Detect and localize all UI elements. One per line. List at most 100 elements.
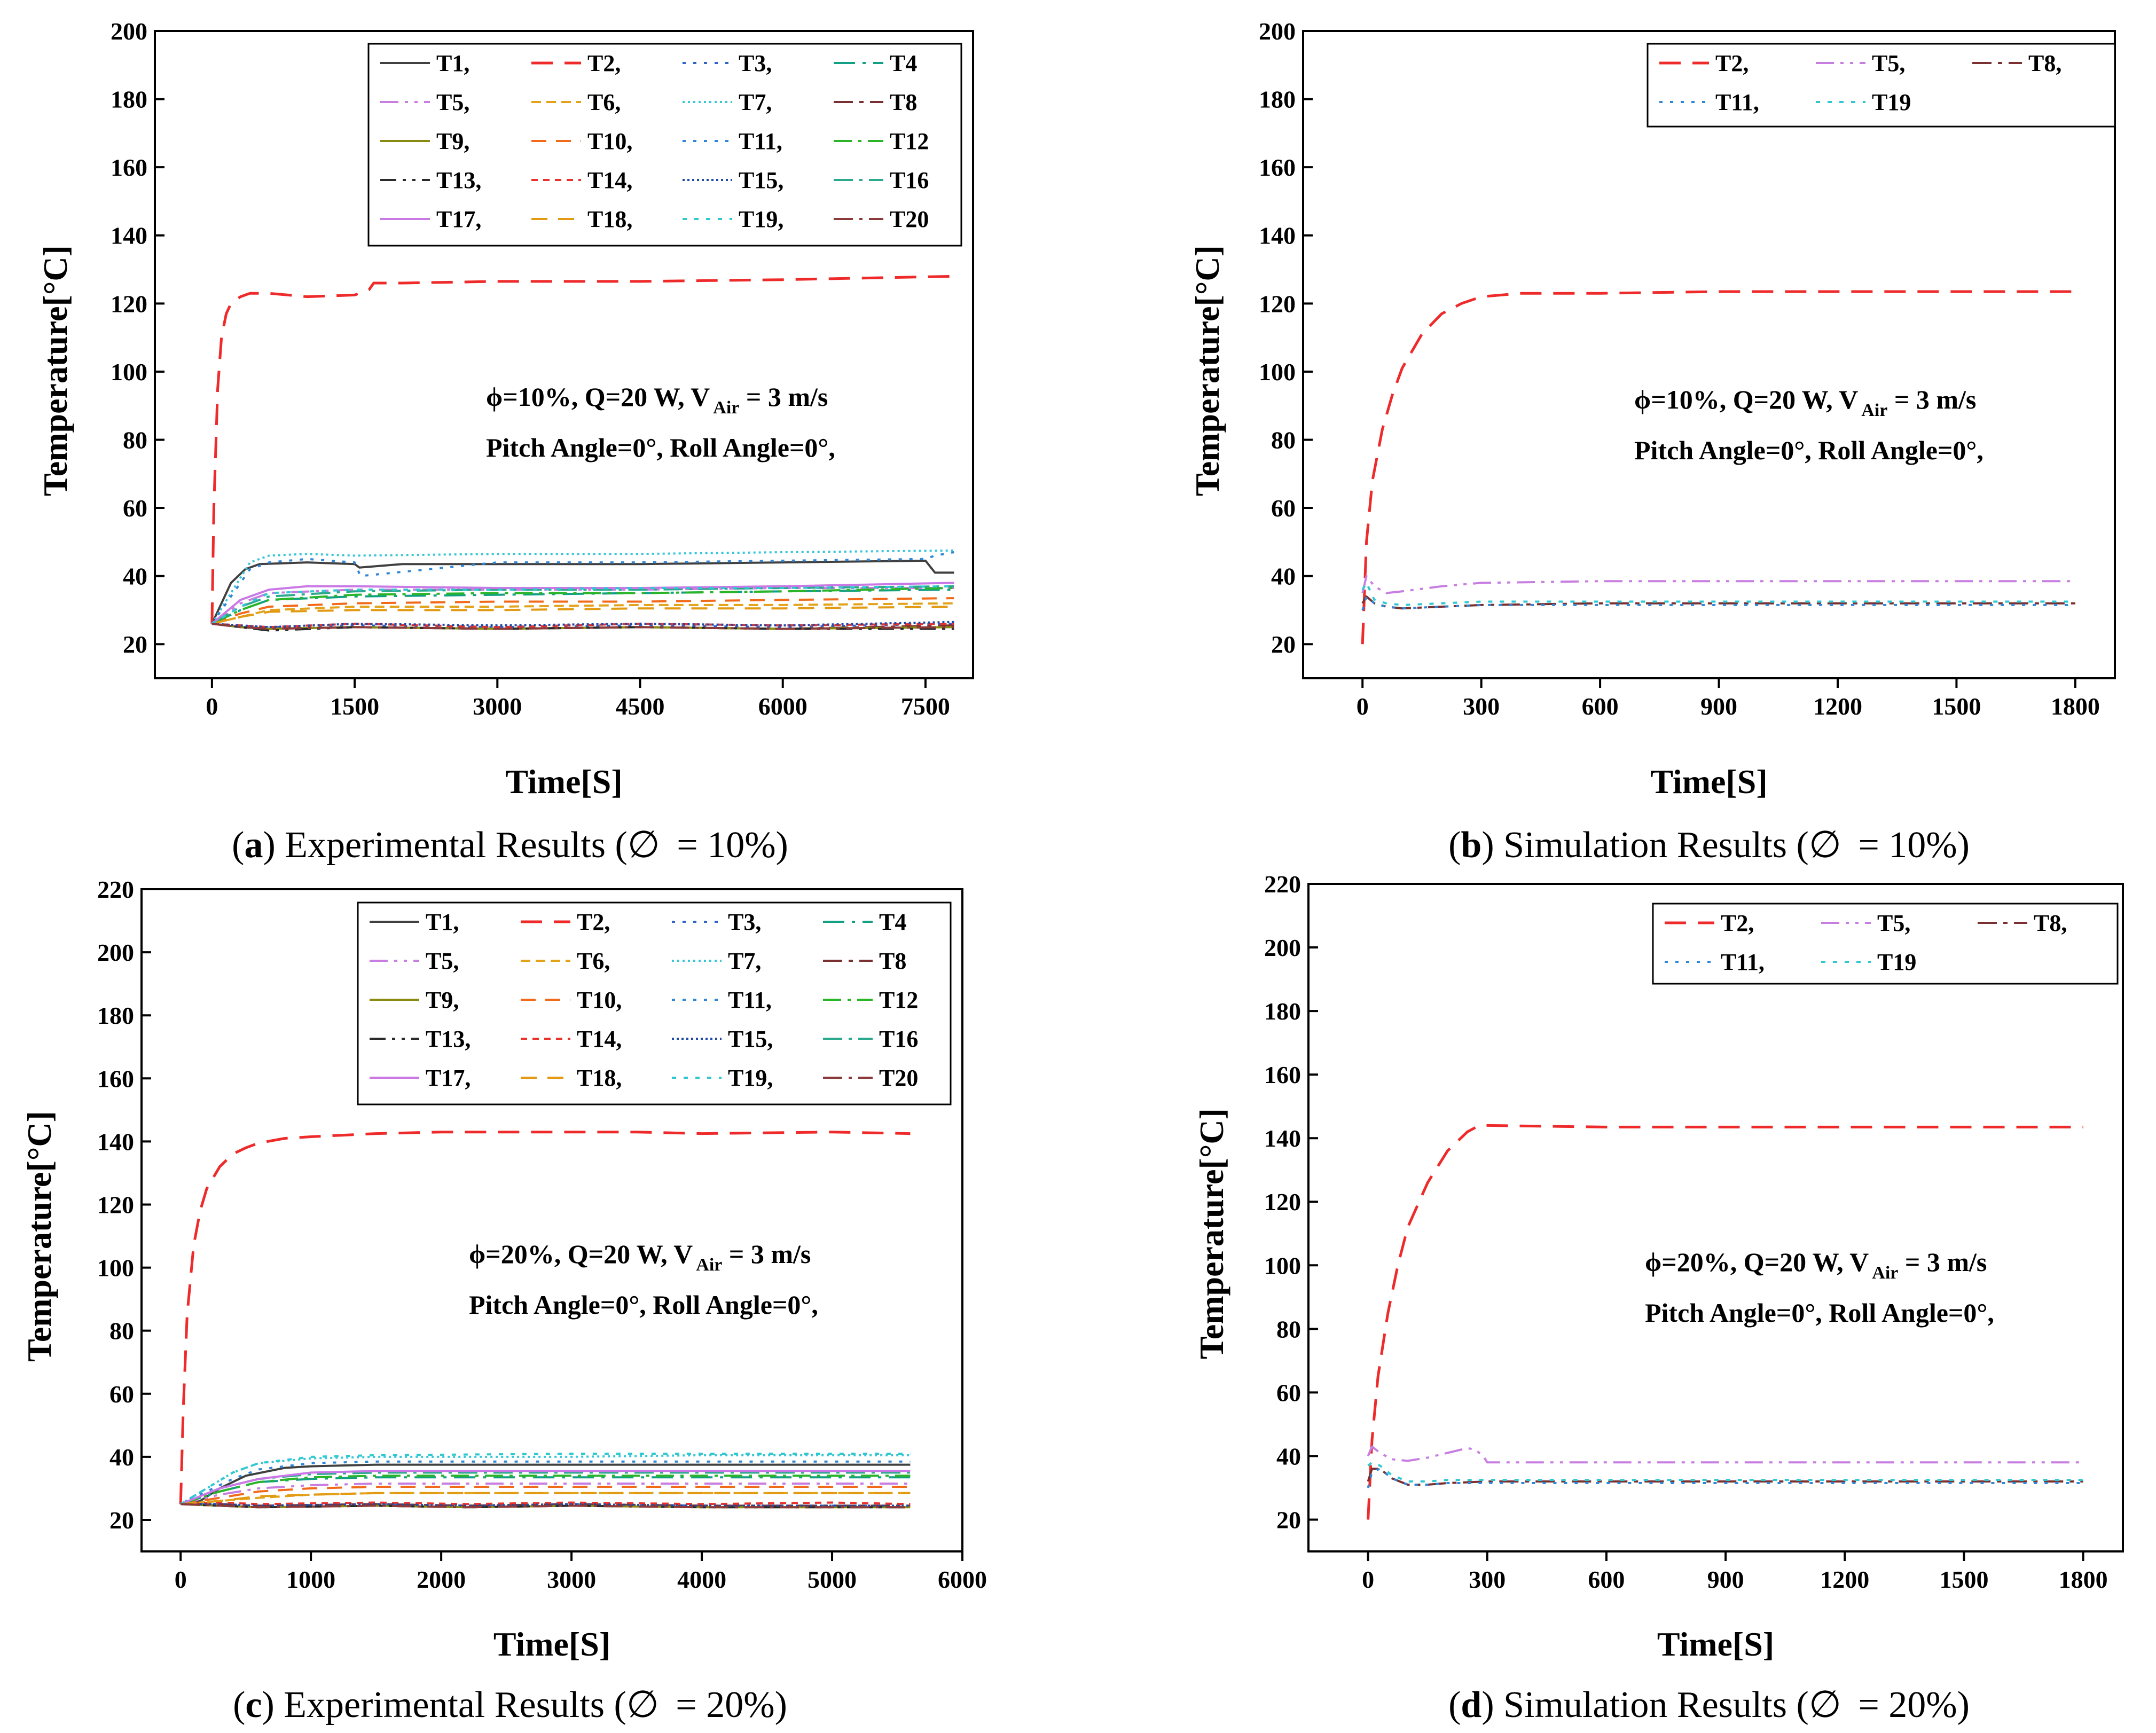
y-tick-label: 180 — [97, 1002, 134, 1029]
series-line-t11 — [1361, 595, 2075, 610]
series-group — [1367, 1124, 2083, 1520]
legend-label-t5: T5, — [426, 948, 459, 974]
panel-caption: (a) Experimental Results (∅ = 10%) — [232, 825, 788, 866]
legend-label-t11: T11, — [1721, 949, 1765, 975]
y-tick-label: 40 — [109, 1444, 134, 1471]
legend-label-t18: T18, — [587, 206, 632, 232]
legend-label-t5: T5, — [1872, 50, 1905, 76]
x-axis-label: Time[S] — [505, 763, 622, 801]
chart-panel-d: 20 40 60 80 100 120 140 160 180 200 220 0 300 600 900 1… — [1193, 871, 2124, 1726]
series-group — [179, 1131, 911, 1509]
y-tick-label: 100 — [1259, 358, 1296, 386]
y-tick-label: 140 — [1264, 1125, 1301, 1152]
legend-label-t8: T8, — [2028, 50, 2061, 76]
x-tick-label: 0 — [206, 693, 218, 720]
series-line-t17 — [211, 582, 954, 625]
series-line-t19 — [1361, 582, 2075, 606]
series-line-t2 — [179, 1131, 911, 1504]
y-tick-label: 20 — [123, 631, 147, 658]
legend-label-t2: T2, — [1715, 50, 1749, 76]
series-line-t20 — [211, 622, 954, 630]
chart-panel-b: 20 40 60 80 100 120 140 160 180 200 0 300 600 900 1200… — [1188, 18, 2116, 866]
x-axis-label: Time[S] — [493, 1625, 610, 1663]
y-tick-label: 20 — [1271, 631, 1296, 658]
legend-label-t5: T5, — [436, 89, 469, 115]
y-tick-label: 180 — [1259, 86, 1296, 113]
legend-label-t6: T6, — [577, 948, 610, 974]
x-tick-label: 4000 — [677, 1566, 726, 1593]
y-tick-label: 180 — [1264, 998, 1301, 1025]
y-tick-label: 20 — [1276, 1506, 1301, 1533]
series-line-t11 — [1367, 1468, 2083, 1488]
series-line-t10 — [180, 1486, 911, 1505]
legend-label-t10: T10, — [587, 128, 632, 154]
legend-label-t2: T2, — [577, 909, 610, 935]
legend-label-t18: T18, — [577, 1065, 622, 1091]
panel-caption: (d) Simulation Results (∅ = 20%) — [1448, 1684, 1970, 1726]
x-tick-label: 2000 — [417, 1566, 466, 1593]
legend-label-t7: T7, — [728, 948, 761, 974]
legend-label-t2: T2, — [587, 50, 621, 76]
series-line-t8 — [181, 1503, 911, 1507]
legend-label-t19: T19 — [1877, 949, 1916, 975]
legend-label-t5: T5, — [1877, 910, 1910, 936]
series-line-t20 — [181, 1503, 911, 1509]
y-tick-label: 100 — [1264, 1252, 1301, 1279]
series-line-t16 — [180, 1471, 911, 1505]
legend-box — [1647, 43, 2116, 128]
series-line-t19 — [1367, 1461, 2083, 1483]
y-tick-label: 120 — [97, 1191, 134, 1218]
series-line-t5 — [1367, 1445, 2083, 1464]
x-tick-label: 1200 — [1820, 1566, 1869, 1593]
y-tick-label: 80 — [1271, 426, 1296, 453]
legend-label-t1: T1, — [426, 909, 459, 935]
legend-label-t9: T9, — [426, 987, 459, 1013]
legend-label-t3: T3, — [728, 909, 761, 935]
series-line-t11 — [211, 551, 954, 625]
legend-box — [357, 901, 952, 1105]
legend-label-t16: T16 — [879, 1026, 918, 1052]
legend-label-t8: T8 — [879, 948, 906, 974]
annotation-angles: Pitch Angle=0°, Roll Angle=0°, — [1634, 435, 1983, 465]
y-tick-label: 60 — [123, 495, 147, 522]
panel-caption: (c) Experimental Results (∅ = 20%) — [233, 1684, 787, 1726]
y-tick-label: 120 — [1259, 290, 1296, 317]
series-line-t18 — [181, 1492, 911, 1505]
y-tick-label: 200 — [111, 18, 147, 45]
legend-label-t14: T14, — [587, 167, 632, 193]
x-tick-label: 300 — [1469, 1566, 1506, 1593]
legend-label-t6: T6, — [587, 89, 621, 115]
plot-frame — [1307, 883, 2124, 1552]
annotation-conditions: ϕ=20%, Q=20 W, V Air = 3 m/s — [469, 1239, 811, 1275]
x-tick-label: 300 — [1463, 693, 1500, 720]
legend-label-t4: T4 — [890, 50, 917, 76]
x-tick-label: 0 — [175, 1566, 187, 1593]
legend-label-t4: T4 — [879, 909, 906, 935]
y-tick-label: 120 — [1264, 1188, 1301, 1216]
y-tick-label: 80 — [123, 426, 147, 453]
y-tick-label: 200 — [1264, 934, 1301, 961]
series-line-t19 — [211, 585, 954, 625]
series-line-t14 — [181, 1501, 911, 1505]
chart-panel-a: 20 40 60 80 100 120 140 160 180 200 0 1500 3000 4500 6… — [36, 18, 974, 866]
legend-label-t1: T1, — [436, 50, 469, 76]
legend-label-t11: T11, — [1715, 89, 1759, 115]
x-tick-label: 0 — [1362, 1566, 1374, 1593]
legend-label-t13: T13, — [436, 167, 481, 193]
legend-label-t9: T9, — [436, 128, 469, 154]
y-tick-label: 140 — [97, 1128, 134, 1155]
x-axis-label: Time[S] — [1650, 763, 1767, 801]
x-tick-label: 600 — [1588, 1566, 1625, 1593]
y-tick-label: 160 — [111, 154, 147, 181]
y-tick-label: 40 — [1271, 563, 1296, 590]
x-axis-label: Time[S] — [1657, 1625, 1774, 1663]
legend-label-t19: T19, — [728, 1065, 773, 1091]
annotation-angles: Pitch Angle=0°, Roll Angle=0°, — [1645, 1298, 1994, 1328]
legend-label-t20: T20 — [890, 206, 929, 232]
series-line-t18 — [211, 606, 954, 625]
chart-panel-c: 20 40 60 80 100 120 140 160 180 200 220 0 1000 2000 30… — [20, 876, 987, 1726]
series-line-t7 — [211, 549, 954, 624]
legend-label-t8: T8 — [890, 89, 917, 115]
series-group — [1361, 290, 2075, 645]
series-line-t1 — [211, 559, 954, 624]
